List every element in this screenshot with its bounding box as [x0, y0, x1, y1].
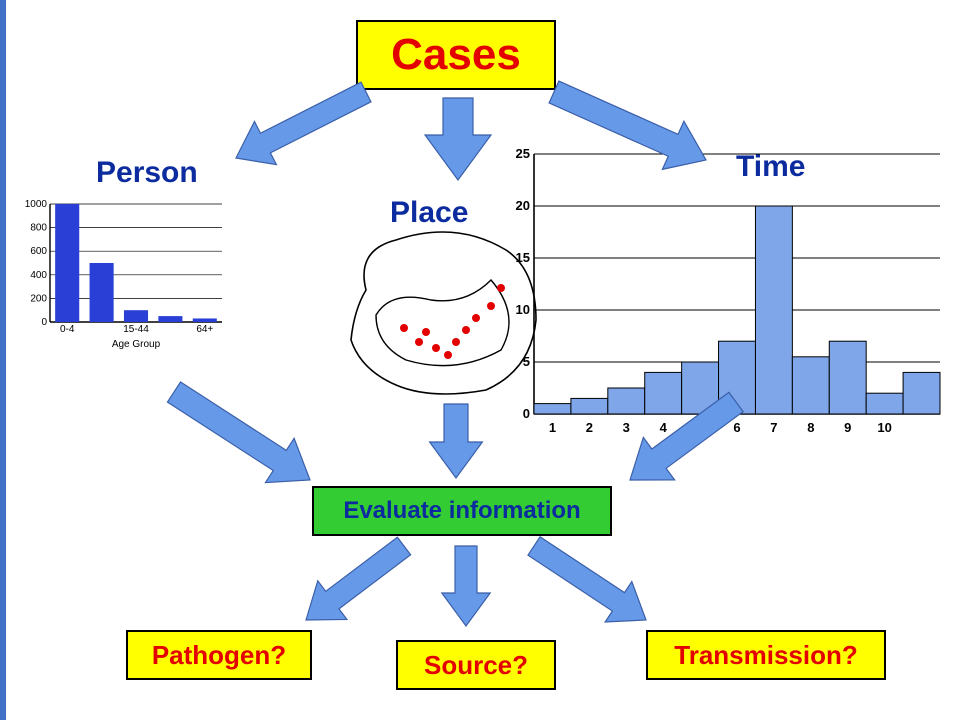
- transmission-label: Transmission?: [674, 640, 858, 671]
- svg-text:20: 20: [516, 198, 530, 213]
- pathogen-box: Pathogen?: [126, 630, 312, 680]
- svg-text:9: 9: [844, 420, 851, 435]
- svg-text:5: 5: [523, 354, 530, 369]
- svg-text:400: 400: [30, 270, 47, 281]
- time-histogram: 0 5 10 15 20 25 1 2 3 4 5 6 7 8 9 10: [506, 148, 946, 438]
- svg-text:15-44: 15-44: [123, 324, 149, 335]
- svg-text:25: 25: [516, 148, 530, 161]
- svg-text:10: 10: [516, 302, 530, 317]
- cases-label: Cases: [391, 30, 521, 80]
- diagram-stage: { "colors": { "yellow_fill": "#ffff00", …: [0, 0, 960, 720]
- cases-to-person-arrow: [236, 82, 371, 164]
- svg-text:8: 8: [807, 420, 814, 435]
- svg-text:7: 7: [770, 420, 777, 435]
- svg-text:3: 3: [623, 420, 630, 435]
- cases-box: Cases: [356, 20, 556, 90]
- svg-text:200: 200: [30, 293, 47, 304]
- person-to-eval-arrow: [167, 382, 310, 483]
- svg-text:0: 0: [523, 406, 530, 421]
- svg-text:6: 6: [733, 420, 740, 435]
- eval-to-path-arrow: [306, 537, 411, 620]
- svg-text:Age Group: Age Group: [112, 339, 161, 350]
- eval-to-source-arrow: [442, 546, 490, 626]
- pathogen-label: Pathogen?: [152, 640, 286, 671]
- svg-text:0-4: 0-4: [60, 324, 75, 335]
- svg-text:15: 15: [516, 250, 530, 265]
- svg-text:1: 1: [549, 420, 556, 435]
- source-label: Source?: [424, 650, 528, 681]
- person-heading: Person: [96, 156, 198, 190]
- svg-text:0: 0: [41, 317, 47, 328]
- person-bar-chart: 0 200 400 600 800 1000 0-4 15-44 64+ Age Group: [16, 200, 226, 350]
- evaluate-label: Evaluate information: [343, 497, 580, 525]
- svg-text:600: 600: [30, 246, 47, 257]
- svg-text:5: 5: [696, 420, 703, 435]
- eval-to-trans-arrow: [528, 537, 646, 622]
- place-to-eval-arrow: [430, 404, 483, 478]
- evaluate-box: Evaluate information: [312, 486, 612, 536]
- svg-text:10: 10: [877, 420, 891, 435]
- svg-text:2: 2: [586, 420, 593, 435]
- svg-text:1000: 1000: [25, 200, 48, 210]
- transmission-box: Transmission?: [646, 630, 886, 680]
- svg-text:800: 800: [30, 223, 47, 234]
- source-box: Source?: [396, 640, 556, 690]
- svg-text:4: 4: [660, 420, 668, 435]
- svg-text:64+: 64+: [196, 324, 213, 335]
- cases-to-place-arrow: [425, 98, 491, 180]
